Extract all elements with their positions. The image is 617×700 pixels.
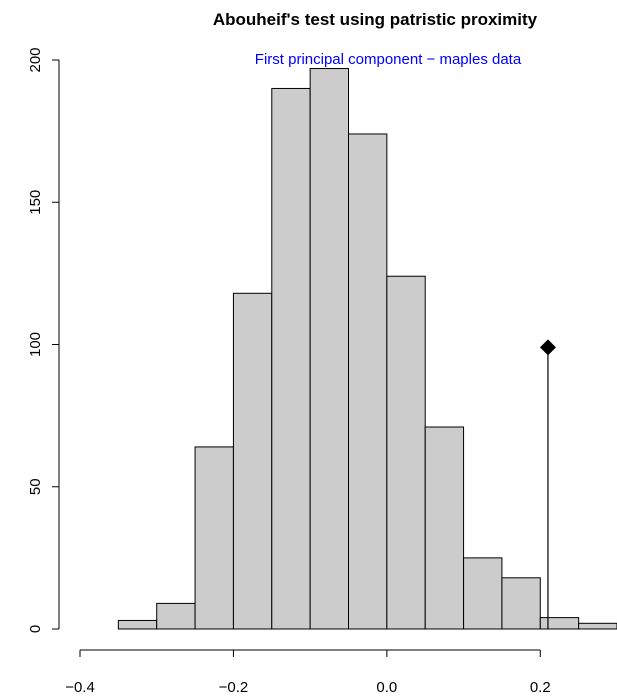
histogram-bar-11	[540, 618, 578, 629]
histogram-bar-0	[118, 620, 156, 629]
histogram-bar-5	[310, 69, 348, 629]
chart-subtitle: First principal component − maples data	[255, 51, 522, 68]
observed-statistic	[540, 339, 556, 629]
histogram-bar-4	[272, 88, 310, 629]
y-tick-label: 50	[27, 478, 44, 495]
x-axis: −0.4 −0.2 0.0 0.2	[65, 650, 551, 696]
y-tick-label: 200	[27, 47, 44, 72]
x-tick-label: −0.4	[65, 679, 95, 696]
histogram-bar-7	[387, 276, 425, 629]
histogram-bar-9	[464, 558, 502, 629]
y-axis: 0 50 100 150 200	[27, 47, 59, 633]
x-tick-label: 0.2	[530, 679, 551, 696]
histogram-bar-8	[425, 427, 463, 629]
histogram-bar-12	[579, 623, 617, 629]
histogram-bar-2	[195, 447, 233, 629]
histogram-bar-1	[157, 603, 195, 629]
observed-marker	[540, 339, 556, 355]
chart-title: Abouheif's test using patristic proximit…	[213, 10, 538, 29]
histogram-bar-3	[233, 293, 271, 629]
x-tick-label: −0.2	[219, 679, 249, 696]
y-tick-label: 0	[27, 625, 44, 633]
y-tick-label: 150	[27, 190, 44, 215]
y-tick-label: 100	[27, 332, 44, 357]
x-tick-label: 0.0	[376, 679, 397, 696]
histogram-bar-6	[349, 134, 387, 629]
histogram-bar-10	[502, 578, 540, 629]
